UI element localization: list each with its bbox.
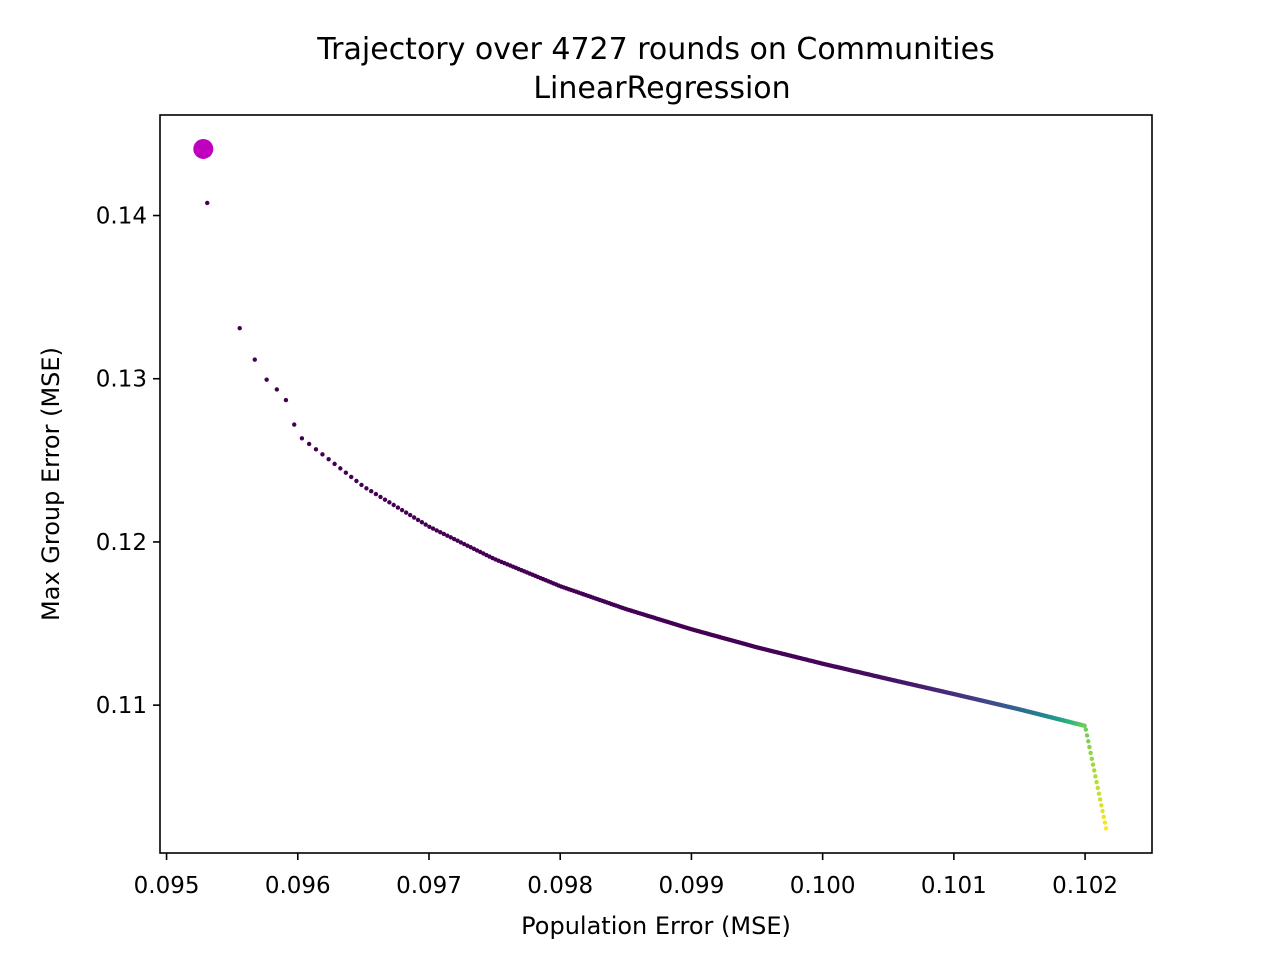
y-tick-label: 0.12	[96, 530, 147, 556]
x-tick-label: 0.096	[265, 873, 331, 899]
y-tick-label: 0.14	[96, 204, 147, 230]
trajectory-point	[292, 422, 297, 427]
trajectory-point	[415, 517, 421, 523]
trajectory-point	[382, 497, 388, 502]
x-tick-label: 0.100	[790, 873, 856, 899]
trajectory-point	[1093, 774, 1098, 779]
trajectory-point	[1090, 762, 1096, 767]
trajectory-point	[1095, 785, 1100, 791]
trajectory-point	[462, 541, 467, 547]
trajectory-point	[455, 538, 460, 543]
trajectory-point	[1103, 826, 1109, 831]
trajectory-point	[1100, 808, 1105, 814]
trajectory-point	[441, 531, 447, 537]
trajectory-point	[430, 526, 436, 531]
trajectory-point	[395, 505, 401, 510]
trajectory-point	[274, 387, 280, 392]
trajectory-point	[419, 520, 425, 525]
chart-subtitle: LinearRegression	[533, 71, 790, 106]
trajectory-point	[320, 452, 325, 457]
trajectory-point	[445, 533, 450, 538]
trajectory-point	[1097, 797, 1103, 802]
trajectory-point	[299, 436, 305, 441]
start-point-marker	[193, 138, 214, 159]
x-tick-label: 0.098	[527, 873, 593, 899]
trajectory-point	[423, 522, 428, 527]
y-axis-label: Max Group Error (MSE)	[37, 347, 65, 621]
trajectory-point	[403, 510, 409, 515]
y-tick-label: 0.13	[96, 367, 147, 393]
trajectory-point	[1082, 723, 1087, 728]
trajectory-point	[332, 461, 337, 467]
trajectory-point	[1089, 756, 1095, 761]
trajectory-point	[264, 377, 269, 382]
trajectory-point	[205, 200, 210, 206]
x-tick-label: 0.102	[1052, 873, 1118, 899]
trajectory-point	[451, 536, 457, 542]
x-axis: 0.095 0.096 0.097 0.098 0.099 0.100 0.101 0.102	[134, 853, 1118, 899]
trajectory-point	[391, 502, 396, 508]
x-tick-label: 0.095	[134, 873, 200, 899]
trajectory-point	[1102, 820, 1108, 825]
x-tick-label: 0.097	[396, 873, 462, 899]
trajectory-point	[349, 474, 354, 480]
trajectory-point	[1087, 744, 1092, 750]
trajectory-point	[427, 524, 432, 529]
trajectory-point	[354, 478, 359, 484]
trajectory-point	[448, 535, 453, 540]
x-axis-label: Population Error (MSE)	[521, 912, 791, 940]
chart-title: Trajectory over 4727 rounds on Communiti…	[316, 32, 994, 67]
y-axis: 0.11 0.12 0.13 0.14	[96, 204, 160, 719]
trajectory-point	[407, 512, 413, 518]
trajectory-point	[434, 528, 439, 533]
trajectory-point	[1092, 768, 1097, 773]
trajectory-points	[205, 200, 1109, 831]
trajectory-point	[387, 500, 392, 505]
x-tick-label: 0.099	[658, 873, 724, 899]
trajectory-point	[1099, 803, 1104, 808]
trajectory-point	[252, 357, 257, 362]
trajectory-point	[411, 515, 417, 520]
trajectory-point	[1086, 739, 1091, 744]
trajectory-point	[338, 466, 343, 471]
trajectory-point	[359, 482, 364, 488]
trajectory-point	[373, 491, 379, 497]
trajectory-point	[1083, 727, 1089, 732]
x-tick-label: 0.101	[921, 873, 987, 899]
trajectory-point	[306, 441, 312, 447]
trajectory-point	[458, 540, 464, 545]
trajectory-point	[1096, 791, 1102, 796]
trajectory-point	[283, 397, 289, 403]
trajectory-point	[1084, 733, 1090, 738]
trajectory-point	[364, 486, 369, 491]
trajectory-point	[378, 494, 383, 500]
trajectory-point	[1101, 814, 1106, 820]
trajectory-point	[343, 470, 349, 475]
trajectory-point	[1094, 779, 1099, 785]
trajectory-point	[326, 457, 331, 462]
plot-frame	[159, 114, 1153, 854]
trajectory-point	[399, 507, 405, 513]
trajectory-point	[313, 447, 319, 452]
y-tick-label: 0.11	[96, 693, 147, 719]
trajectory-point	[438, 529, 443, 535]
trajectory-point	[237, 325, 242, 331]
trajectory-point	[369, 489, 374, 494]
trajectory-point	[1088, 750, 1093, 756]
